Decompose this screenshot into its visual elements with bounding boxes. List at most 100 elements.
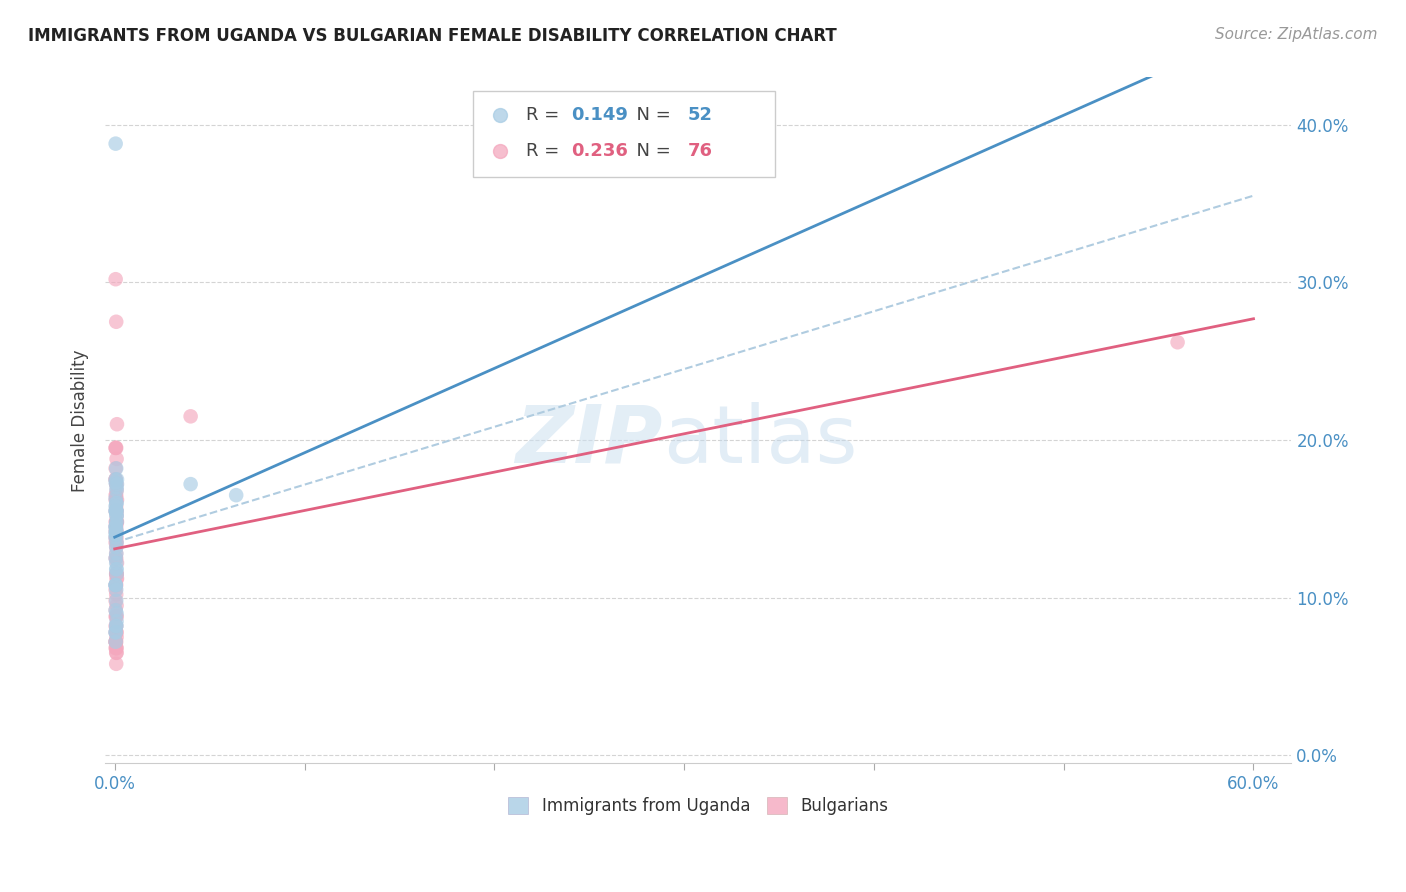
Point xyxy=(105,519,128,533)
Point xyxy=(104,625,127,640)
Point xyxy=(105,619,128,633)
Text: IMMIGRANTS FROM UGANDA VS BULGARIAN FEMALE DISABILITY CORRELATION CHART: IMMIGRANTS FROM UGANDA VS BULGARIAN FEMA… xyxy=(28,27,837,45)
Point xyxy=(105,582,128,597)
Point xyxy=(105,634,128,648)
Point xyxy=(105,566,128,581)
Legend: Immigrants from Uganda, Bulgarians: Immigrants from Uganda, Bulgarians xyxy=(501,789,897,823)
Point xyxy=(105,566,128,581)
Point xyxy=(105,524,128,539)
Point xyxy=(104,551,127,566)
Point xyxy=(105,562,128,576)
Point xyxy=(104,519,127,533)
Point xyxy=(105,504,128,518)
Point xyxy=(105,524,128,539)
Point xyxy=(104,609,127,624)
Point xyxy=(180,477,202,491)
Point xyxy=(105,472,128,486)
Point xyxy=(105,515,128,529)
Point xyxy=(105,504,128,518)
Point xyxy=(105,556,128,570)
Point xyxy=(104,524,127,539)
Text: N =: N = xyxy=(624,106,676,124)
Point xyxy=(104,492,127,507)
Point xyxy=(104,491,127,506)
Point xyxy=(105,515,128,529)
Point xyxy=(104,472,127,486)
Point xyxy=(105,417,128,432)
Point xyxy=(105,625,128,640)
Point xyxy=(104,504,127,518)
Point xyxy=(105,441,128,455)
Point xyxy=(104,551,127,566)
Text: R =: R = xyxy=(526,106,565,124)
Point xyxy=(180,409,202,424)
Point xyxy=(105,587,128,601)
Point xyxy=(105,566,128,581)
Point xyxy=(104,472,127,486)
Point xyxy=(104,634,127,648)
Point xyxy=(104,578,127,592)
Point xyxy=(104,578,127,592)
Y-axis label: Female Disability: Female Disability xyxy=(72,349,89,491)
Point xyxy=(105,515,128,529)
Point xyxy=(104,441,127,455)
Point xyxy=(104,641,127,656)
Point xyxy=(104,625,127,640)
Text: ZIP: ZIP xyxy=(516,402,662,480)
Point xyxy=(104,504,127,518)
Point xyxy=(104,461,127,475)
Point xyxy=(104,578,127,592)
Point xyxy=(105,546,128,560)
Point xyxy=(105,630,128,644)
Point xyxy=(105,566,128,581)
Point xyxy=(104,594,127,608)
Point xyxy=(104,499,127,513)
Point xyxy=(105,488,128,502)
Point xyxy=(105,515,128,529)
Text: atlas: atlas xyxy=(662,402,858,480)
Point xyxy=(105,646,128,660)
Point xyxy=(104,441,127,455)
Point xyxy=(105,535,128,549)
Point xyxy=(104,272,127,286)
Point xyxy=(105,578,128,592)
Point xyxy=(105,551,128,566)
Text: R =: R = xyxy=(526,143,565,161)
Point xyxy=(104,634,127,648)
Point xyxy=(104,603,127,617)
Point xyxy=(1167,335,1189,350)
Point xyxy=(104,136,127,151)
Point xyxy=(105,594,128,608)
Point xyxy=(104,619,127,633)
Point xyxy=(105,523,128,537)
Point xyxy=(105,527,128,541)
Point xyxy=(104,625,127,640)
Point xyxy=(104,603,127,617)
Point xyxy=(105,483,128,498)
Point xyxy=(104,504,127,518)
Point xyxy=(105,540,128,554)
Point xyxy=(105,492,128,507)
Point xyxy=(104,527,127,541)
Text: Source: ZipAtlas.com: Source: ZipAtlas.com xyxy=(1215,27,1378,42)
Point xyxy=(105,504,128,518)
Text: N =: N = xyxy=(624,143,676,161)
Point xyxy=(104,531,127,545)
Point xyxy=(105,499,128,513)
Point xyxy=(105,504,128,518)
Point xyxy=(105,556,128,570)
Point xyxy=(105,504,128,518)
Point xyxy=(105,477,128,491)
Point xyxy=(104,535,127,549)
Point xyxy=(104,472,127,486)
Point xyxy=(104,519,127,533)
Point xyxy=(105,566,128,581)
Point xyxy=(105,508,128,523)
Point xyxy=(104,519,127,533)
Point xyxy=(105,531,128,545)
Point xyxy=(105,657,128,671)
Point xyxy=(105,477,128,491)
Point xyxy=(105,572,128,586)
Point xyxy=(105,535,128,549)
Point xyxy=(105,614,128,628)
